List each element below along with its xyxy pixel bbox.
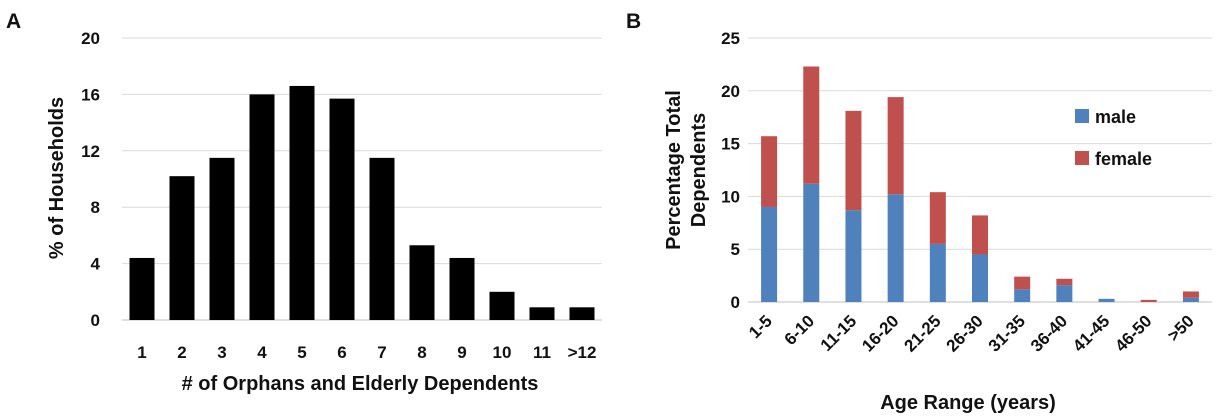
panel-label-a: A	[6, 10, 21, 33]
bar	[529, 307, 555, 320]
bar-segment-female	[1182, 291, 1199, 298]
x-tick-label: 21-25	[900, 311, 944, 355]
bar-segment-male	[972, 254, 988, 302]
bar-segment-female	[972, 215, 988, 255]
x-tick-label: 1-5	[745, 311, 776, 342]
x-tick-label: 16-20	[858, 311, 902, 355]
bar-segment-female	[929, 192, 946, 244]
y-tick-label: 0	[91, 311, 100, 330]
bar	[249, 94, 275, 321]
y-gridlines	[122, 37, 602, 321]
y-tick-label: 10	[721, 187, 740, 206]
x-tick-label: 8	[417, 343, 426, 362]
y-axis-title-line-1: Percentage Total	[663, 90, 685, 250]
y-tick-labels: 0 4 8 12 16 20	[81, 29, 100, 330]
y-tick-label: 8	[91, 198, 100, 217]
x-tick-labels: 1-5 6-1011-1516-2021-2526-3031-3536-4041-…	[745, 311, 1198, 355]
bar-segment-male	[1182, 297, 1199, 302]
bar-segment-male	[845, 210, 862, 302]
y-axis-title-line-2: Dependents	[688, 113, 710, 227]
x-tick-label: 7	[377, 343, 386, 362]
y-tick-label: 16	[81, 85, 100, 104]
y-tick-labels: 0 5 10 15 20 25	[721, 29, 740, 312]
x-tick-label: 36-40	[1027, 311, 1071, 355]
panel-label-b: B	[626, 10, 641, 33]
bar-segment-female	[1140, 299, 1157, 302]
bar	[169, 176, 195, 320]
y-tick-label: 15	[721, 135, 740, 154]
bar-segment-male	[761, 206, 778, 302]
bar-segment-male	[1098, 298, 1115, 302]
x-tick-labels: 1 2 3 4 5 6 7 8 9 10 11 >12	[137, 343, 596, 362]
y-axis-title: % of Households	[46, 97, 68, 259]
y-tick-label: 0	[731, 293, 740, 312]
bar-segment-female	[761, 136, 778, 207]
bar-segment-female	[803, 66, 820, 184]
bar-segment-female	[1056, 278, 1073, 286]
bar-segment-male	[887, 194, 904, 302]
x-tick-label: 9	[457, 343, 466, 362]
chart-panel-b: B 0 5 10 15 20 25 1-5 6-1011-1516-2021-2526-30…	[626, 10, 1212, 414]
legend: male female	[1075, 107, 1152, 169]
bar	[569, 307, 595, 320]
x-tick-label: >50	[1164, 311, 1198, 345]
x-tick-label: 4	[257, 343, 267, 362]
bars	[129, 85, 595, 321]
x-tick-label: 11-15	[817, 311, 861, 355]
x-tick-label: 6-10	[781, 311, 818, 348]
bar	[369, 157, 395, 320]
legend-swatch-female	[1075, 151, 1089, 165]
bar-segment-male	[929, 243, 946, 302]
y-tick-label: 12	[81, 142, 100, 161]
y-tick-label: 5	[731, 240, 740, 259]
x-axis-title: Age Range (years)	[880, 392, 1056, 414]
x-tick-label: 3	[217, 343, 226, 362]
bar	[449, 257, 475, 320]
bar-segment-male	[1014, 289, 1031, 302]
x-tick-label: 6	[337, 343, 346, 362]
x-tick-label: 26-30	[943, 311, 987, 355]
y-tick-label: 20	[721, 82, 740, 101]
x-axis-title: # of Orphans and Elderly Dependents	[182, 373, 539, 395]
legend-swatch-male	[1075, 109, 1089, 123]
bar-segment-female	[887, 97, 904, 195]
stacked-bars	[761, 66, 1199, 302]
x-tick-label: 31-35	[985, 311, 1029, 355]
bar-segment-female	[1014, 276, 1031, 290]
x-tick-label: 11	[533, 343, 551, 362]
bar-segment-female	[845, 110, 862, 211]
x-tick-label: >12	[568, 343, 597, 362]
x-tick-label: 5	[297, 343, 306, 362]
legend-label-female: female	[1095, 149, 1152, 169]
bar	[129, 257, 155, 320]
bar-segment-male	[803, 183, 820, 302]
x-tick-label: 2	[177, 343, 186, 362]
x-tick-label: 46-50	[1111, 311, 1155, 355]
legend-label-male: male	[1095, 107, 1136, 127]
y-tick-label: 20	[81, 29, 100, 48]
y-tick-label: 4	[91, 255, 101, 274]
bar	[409, 245, 435, 320]
x-tick-label: 10	[493, 343, 512, 362]
x-tick-label: 41-45	[1069, 311, 1113, 355]
y-tick-label: 25	[721, 29, 740, 48]
bar	[209, 157, 235, 320]
bar-segment-male	[1056, 285, 1073, 302]
bar	[329, 98, 355, 320]
bar	[489, 291, 515, 320]
bar	[289, 85, 315, 320]
x-tick-label: 1	[137, 343, 146, 362]
